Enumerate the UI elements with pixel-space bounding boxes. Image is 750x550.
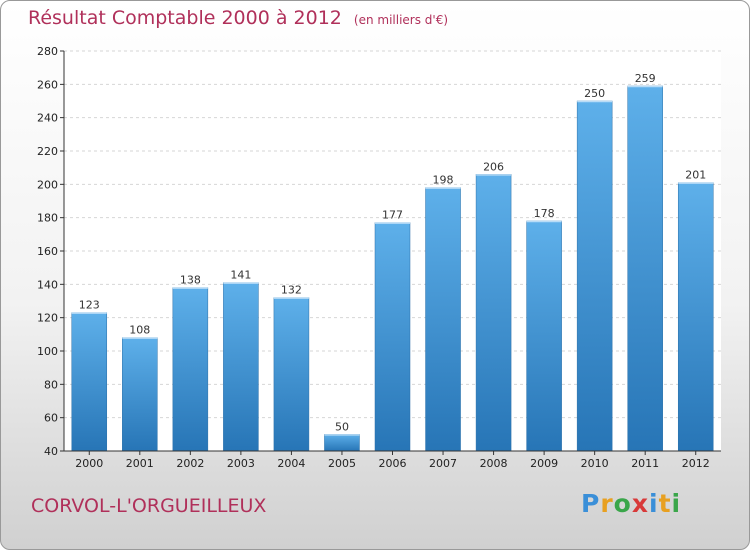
bar-2011 xyxy=(627,85,663,452)
x-tick-label-2000: 2000 xyxy=(75,457,103,470)
bar-2001 xyxy=(122,337,158,452)
x-tick-label-2002: 2002 xyxy=(176,457,204,470)
bar-2008 xyxy=(475,174,512,452)
y-tick-label: 140 xyxy=(37,278,58,291)
bar-2002 xyxy=(172,287,209,452)
y-tick-label: 80 xyxy=(44,378,58,391)
data-label-2004: 132 xyxy=(281,284,302,297)
bar-2010 xyxy=(576,100,613,452)
y-tick-label: 240 xyxy=(37,112,58,125)
data-label-2009: 178 xyxy=(534,207,555,220)
y-tick-label: 60 xyxy=(44,412,58,425)
unit-label: (en milliers d'€) xyxy=(353,13,449,27)
x-tick-label-2009: 2009 xyxy=(530,457,558,470)
x-tick-label-2005: 2005 xyxy=(328,457,356,470)
logo-letter: o xyxy=(613,489,632,518)
x-tick-label-2010: 2010 xyxy=(581,457,609,470)
y-tick-label: 260 xyxy=(37,78,58,91)
x-tick-label-2011: 2011 xyxy=(631,457,659,470)
x-tick-label-2004: 2004 xyxy=(277,457,305,470)
data-label-2010: 250 xyxy=(584,87,605,100)
data-label-2001: 108 xyxy=(129,324,150,337)
y-tick-label: 200 xyxy=(37,178,58,191)
x-tick-label-2007: 2007 xyxy=(429,457,457,470)
bar-2009 xyxy=(526,220,562,452)
y-tick-label: 100 xyxy=(37,345,58,358)
y-tick-label: 220 xyxy=(37,145,58,158)
bar-2004 xyxy=(273,297,310,452)
x-tick-label-2003: 2003 xyxy=(227,457,255,470)
data-label-2006: 177 xyxy=(382,209,403,222)
bar-2006 xyxy=(374,222,411,452)
bar-2012 xyxy=(677,182,714,452)
x-tick-label-2008: 2008 xyxy=(480,457,508,470)
x-tick-label-2012: 2012 xyxy=(682,457,710,470)
bar-2000 xyxy=(71,312,108,452)
logo-letter: x xyxy=(631,489,649,518)
bar-2007 xyxy=(425,187,461,452)
data-label-2000: 123 xyxy=(79,299,100,312)
y-tick-label: 120 xyxy=(37,312,58,325)
y-tick-label: 40 xyxy=(44,445,58,458)
bar-2003 xyxy=(223,282,259,452)
data-label-2011: 259 xyxy=(635,72,656,85)
y-tick-label: 280 xyxy=(37,45,58,58)
logo-letter: r xyxy=(600,489,614,518)
title-text: Résultat Comptable 2000 à 2012 xyxy=(28,7,342,29)
chart-title: Résultat Comptable 2000 à 2012 (en millie… xyxy=(28,7,448,29)
x-tick-label-2006: 2006 xyxy=(379,457,407,470)
logo-letter: P xyxy=(581,489,601,518)
data-label-2002: 138 xyxy=(180,274,201,287)
bars: 123 108 138 141 132 50 177 198 206 178 250 259 201 xyxy=(71,72,714,452)
data-label-2003: 141 xyxy=(230,269,251,282)
y-tick-label: 160 xyxy=(37,245,58,258)
data-label-2005: 50 xyxy=(335,420,349,433)
logo-letter: t xyxy=(658,489,672,518)
logo-letter: i xyxy=(671,489,682,518)
data-label-2012: 201 xyxy=(685,169,706,182)
bar-2005 xyxy=(324,434,360,452)
commune-name: CORVOL-L'ORGUEILLEUX xyxy=(31,495,267,517)
x-tick-label-2001: 2001 xyxy=(126,457,154,470)
axes: 40 60 80 100 120 140 160 180 200 220 240 260 280 2000… xyxy=(37,45,721,470)
y-tick-label: 180 xyxy=(37,212,58,225)
proxiti-logo: Proxiti xyxy=(581,489,681,518)
logo-letter: i xyxy=(649,489,659,518)
data-label-2008: 206 xyxy=(483,160,504,173)
data-label-2007: 198 xyxy=(433,174,454,187)
